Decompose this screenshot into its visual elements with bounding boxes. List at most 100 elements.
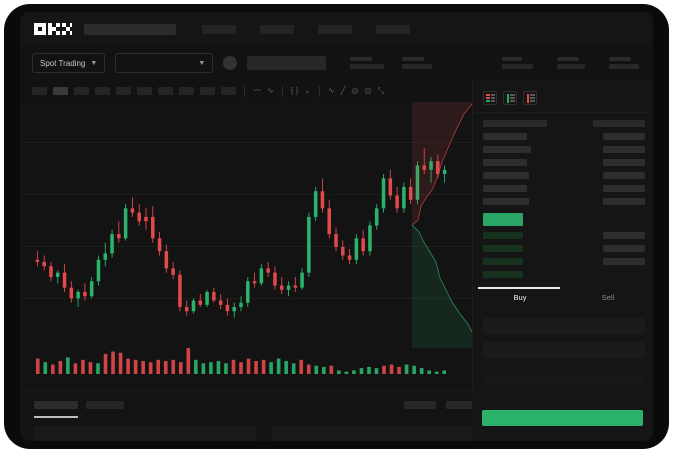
order-card-1[interactable] <box>272 426 480 441</box>
market-type-label: Spot Trading <box>40 58 86 68</box>
app-screen: Spot Trading ▼ ▼ <box>20 12 653 441</box>
gridline <box>20 194 472 195</box>
tab-sell[interactable]: Sell <box>601 293 615 302</box>
timeframe-0[interactable] <box>32 87 47 95</box>
pair-selector[interactable]: ▼ <box>115 53 214 73</box>
footer-cta-button[interactable] <box>482 410 643 426</box>
timeframe-1[interactable] <box>53 87 68 95</box>
panel-divider <box>473 112 653 113</box>
candlestick-series <box>35 148 447 318</box>
order-form-tabs: Buy Sell <box>473 287 653 313</box>
stat-1 <box>402 57 433 69</box>
orders-panel <box>20 390 480 441</box>
market-subheader: Spot Trading ▼ ▼ <box>20 46 653 80</box>
orderbook-both-icon[interactable] <box>483 91 497 105</box>
orderbook-bids-icon[interactable] <box>503 91 517 105</box>
alert-icon[interactable]: ◎ <box>364 86 372 95</box>
timeframe-7[interactable] <box>179 87 194 95</box>
orderbook-col-header-0 <box>483 120 547 127</box>
timeframe-3[interactable] <box>95 87 110 95</box>
bottom-tab-0-underline <box>34 416 78 418</box>
orderbook-ask-amount <box>603 133 645 140</box>
stat-0 <box>350 57 385 69</box>
active-tab-indicator <box>478 287 560 289</box>
orders-action-0[interactable] <box>404 401 436 409</box>
chevron-down-icon[interactable]: ⌄ <box>304 86 311 95</box>
search-input[interactable] <box>84 23 176 35</box>
orderbook-ask-amount <box>603 146 645 153</box>
orderbook-ask-row[interactable] <box>483 198 529 205</box>
timeframe-8[interactable] <box>200 87 215 95</box>
price-chart[interactable] <box>20 102 472 390</box>
orderbook-ask-amount <box>603 198 645 205</box>
pair-avatar <box>223 56 238 70</box>
orderbook-ask-row[interactable] <box>483 146 531 153</box>
toolbar-divider <box>281 85 283 97</box>
orderbook-bid-row[interactable] <box>483 232 523 239</box>
okx-logo[interactable] <box>34 23 72 35</box>
stat-3-value <box>557 64 586 69</box>
indicator-icon[interactable]: 〰 <box>253 86 261 95</box>
market-type-selector[interactable]: Spot Trading ▼ <box>32 53 106 73</box>
orderbook-ask-amount <box>603 159 645 166</box>
orderbook-bid-row[interactable] <box>483 271 523 278</box>
bottom-tab-0[interactable] <box>34 401 78 409</box>
orderbook-panel: Buy Sell <box>472 80 653 441</box>
orderbook-bid-row[interactable] <box>483 258 523 265</box>
timeframe-9[interactable] <box>221 87 236 95</box>
stat-0-value <box>350 64 385 69</box>
timeframe-2[interactable] <box>74 87 89 95</box>
order-field-1[interactable] <box>483 342 645 358</box>
orderbook-ask-amount <box>603 172 645 179</box>
orderbook-col-header-1 <box>593 120 645 127</box>
chevron-down-icon: ▼ <box>90 59 98 67</box>
orderbook-ask-row[interactable] <box>483 159 527 166</box>
orderbook-asks-icon[interactable] <box>523 91 537 105</box>
app-header <box>20 12 653 46</box>
ruler-icon[interactable]: ╱ <box>340 86 346 95</box>
stat-4-label <box>609 57 632 61</box>
camera-icon[interactable]: ◎ <box>351 86 359 95</box>
stat-0-label <box>350 57 373 61</box>
orderbook-ask-row[interactable] <box>483 133 527 140</box>
orderbook-ask-amount <box>603 185 645 192</box>
timeframe-6[interactable] <box>158 87 173 95</box>
gridline <box>20 142 472 143</box>
fullscreen-icon[interactable]: ⤡ <box>377 86 384 95</box>
nav-item-1[interactable] <box>260 24 294 34</box>
stat-3-label <box>557 57 580 61</box>
chevron-down-icon: ▼ <box>198 59 206 67</box>
orderbook-bid-row[interactable] <box>483 245 523 252</box>
timeframe-4[interactable] <box>116 87 131 95</box>
volume-series <box>35 348 447 374</box>
gridline <box>20 298 472 299</box>
compare-icon[interactable]: ∿ <box>267 86 274 95</box>
toolbar-divider <box>318 85 320 97</box>
stat-4 <box>609 57 640 69</box>
orders-action-1[interactable] <box>446 401 480 409</box>
orderbook-bid-amount <box>603 258 645 265</box>
nav-item-0[interactable] <box>202 24 236 34</box>
stat-3 <box>557 57 586 69</box>
order-card-0[interactable] <box>34 426 256 441</box>
orderbook-last-price <box>483 213 523 226</box>
bottom-tab-1[interactable] <box>86 401 124 409</box>
stat-1-label <box>402 57 425 61</box>
settings-icon[interactable]: { } <box>290 86 299 95</box>
nav-item-3[interactable] <box>376 24 410 34</box>
orderbook-ask-row[interactable] <box>483 185 527 192</box>
tab-buy[interactable]: Buy <box>513 293 527 302</box>
stat-2 <box>502 57 534 69</box>
orderbook-ask-row[interactable] <box>483 172 529 179</box>
orderbook-bid-amount <box>603 245 645 252</box>
gridline <box>20 246 472 247</box>
orderbook-bid-amount <box>603 232 645 239</box>
order-field-0[interactable] <box>483 318 645 334</box>
nav-item-2[interactable] <box>318 24 352 34</box>
stat-1-value <box>402 64 433 69</box>
stat-2-value <box>502 64 534 69</box>
timeframe-5[interactable] <box>137 87 152 95</box>
depth-chart <box>412 102 472 348</box>
line-chart-icon[interactable]: ∿ <box>327 86 335 95</box>
